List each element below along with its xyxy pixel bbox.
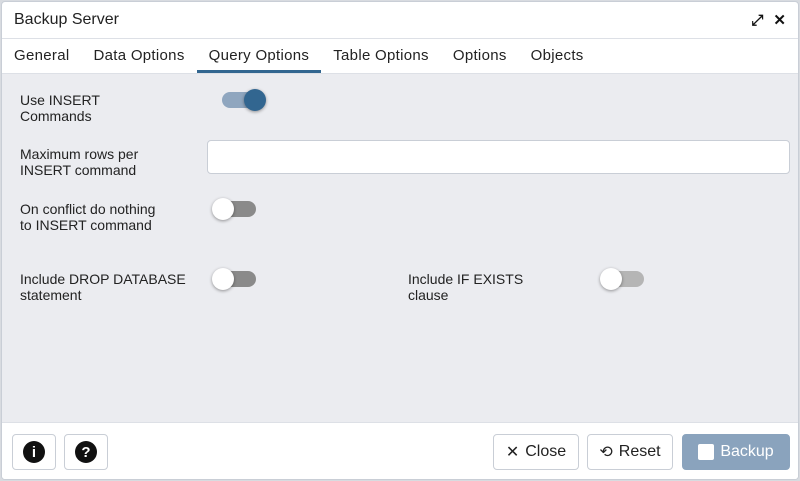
reset-button[interactable]: ⟲ Reset — [587, 434, 673, 470]
help-button[interactable]: ? — [64, 434, 108, 470]
on-conflict-label: On conflict do nothing to INSERT command — [20, 201, 156, 233]
save-icon — [698, 444, 715, 460]
max-rows-input[interactable] — [207, 140, 790, 174]
dialog-title: Backup Server — [14, 11, 119, 28]
include-if-exists-toggle[interactable] — [600, 268, 644, 290]
backup-button[interactable]: Backup — [682, 434, 790, 470]
x-icon: ✕ — [505, 444, 520, 461]
query-options-panel: Use INSERT Commands Maximum rows per INS… — [2, 74, 798, 422]
close-button[interactable]: ✕ Close — [493, 434, 579, 470]
info-button[interactable]: i — [12, 434, 56, 470]
help-icon: ? — [75, 441, 97, 463]
tab-options[interactable]: Options — [452, 47, 507, 64]
use-insert-label: Use INSERT Commands — [20, 92, 100, 124]
dialog-footer: i ? ✕ Close ⟲ Reset Backup — [2, 422, 798, 479]
dialog-title-bar: Backup Server ⤢ ✕ — [2, 2, 798, 39]
close-label: Close — [525, 443, 567, 460]
tab-data-options[interactable]: Data Options — [93, 47, 185, 64]
include-drop-label: Include DROP DATABASE statement — [20, 271, 186, 303]
reset-label: Reset — [618, 443, 661, 460]
tab-table-options[interactable]: Table Options — [333, 47, 429, 64]
tab-objects[interactable]: Objects — [530, 47, 584, 64]
include-drop-toggle[interactable] — [212, 268, 256, 290]
info-icon: i — [23, 441, 45, 463]
close-icon[interactable]: ✕ — [773, 12, 786, 29]
tab-bar: General Data Options Query Options Table… — [2, 39, 798, 74]
maximize-icon[interactable]: ⤢ — [751, 11, 764, 29]
backup-label: Backup — [720, 443, 774, 460]
tab-general[interactable]: General — [14, 47, 70, 64]
include-if-exists-label: Include IF EXISTS clause — [408, 271, 524, 303]
use-insert-toggle[interactable] — [222, 89, 266, 111]
max-rows-label: Maximum rows per INSERT command — [20, 146, 139, 178]
reset-icon: ⟲ — [599, 444, 613, 461]
on-conflict-toggle[interactable] — [212, 198, 256, 220]
tab-query-options[interactable]: Query Options — [196, 39, 322, 73]
